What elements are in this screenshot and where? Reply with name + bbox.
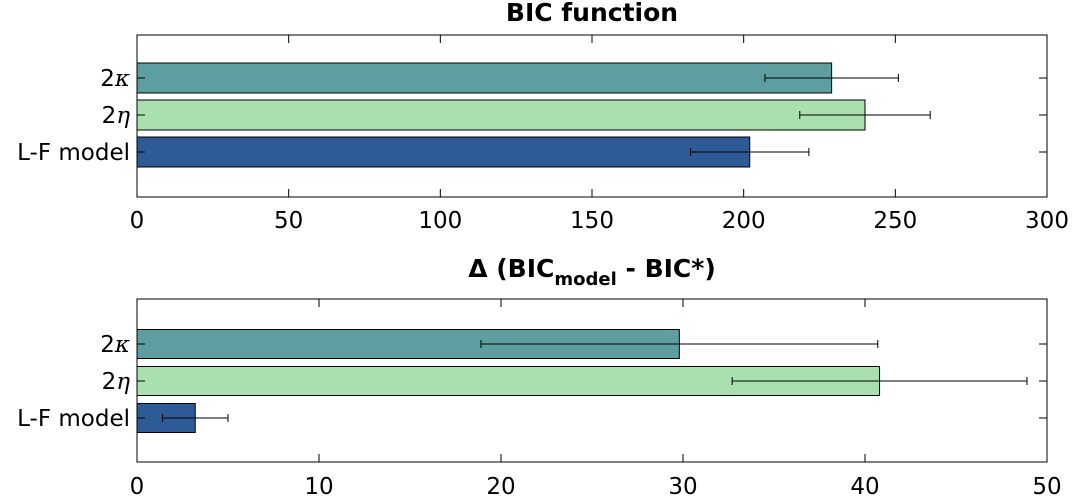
- x-tick-label: 150: [570, 208, 614, 234]
- bic-function-chart: BIC function 0 50 100 150 200 250 300 2κ 2η L-F …: [17, 0, 1069, 234]
- error-bar: [764, 74, 899, 82]
- y-tick-label: L-F model: [17, 140, 130, 166]
- delta-bic-chart: Δ (BICmodel - BIC*) 0 10 20 30 40 50 2κ 2η L-F …: [17, 254, 1062, 497]
- bar: [136, 62, 833, 94]
- y-tick-label: 2κ: [100, 66, 130, 92]
- x-tick-label: 200: [722, 208, 766, 234]
- x-tick-label: 0: [130, 474, 145, 497]
- y-tick-label: L-F model: [17, 406, 130, 432]
- bar-group: [136, 62, 931, 168]
- x-tick-label: 0: [130, 208, 145, 234]
- y-tick-label: 2η: [102, 103, 131, 129]
- y-axis: 2κ 2η L-F model: [17, 332, 1047, 432]
- error-bar: [161, 414, 229, 422]
- x-tick-label: 40: [850, 474, 879, 497]
- chart-title: Δ (BICmodel - BIC*): [468, 254, 716, 290]
- x-tick-label: 10: [304, 474, 333, 497]
- x-tick-label: 50: [274, 208, 303, 234]
- x-tick-label: 250: [873, 208, 917, 234]
- x-tick-label: 100: [418, 208, 462, 234]
- x-axis: 0 10 20 30 40 50: [130, 299, 1062, 497]
- bar-group: [136, 329, 1028, 433]
- x-axis: 0 50 100 150 200 250 300: [130, 35, 1069, 234]
- y-tick-label: 2κ: [100, 332, 130, 358]
- bar: [136, 99, 866, 131]
- chart-title: BIC function: [506, 0, 678, 27]
- error-bar: [799, 111, 931, 119]
- x-tick-label: 300: [1025, 208, 1069, 234]
- x-tick-label: 30: [668, 474, 697, 497]
- y-axis: 2κ 2η L-F model: [17, 66, 1047, 166]
- x-tick-label: 20: [486, 474, 515, 497]
- x-tick-label: 50: [1032, 474, 1061, 497]
- y-tick-label: 2η: [102, 369, 131, 395]
- error-bar: [690, 148, 810, 156]
- bar: [136, 136, 751, 168]
- error-bar: [731, 377, 1028, 385]
- error-bar: [480, 340, 879, 348]
